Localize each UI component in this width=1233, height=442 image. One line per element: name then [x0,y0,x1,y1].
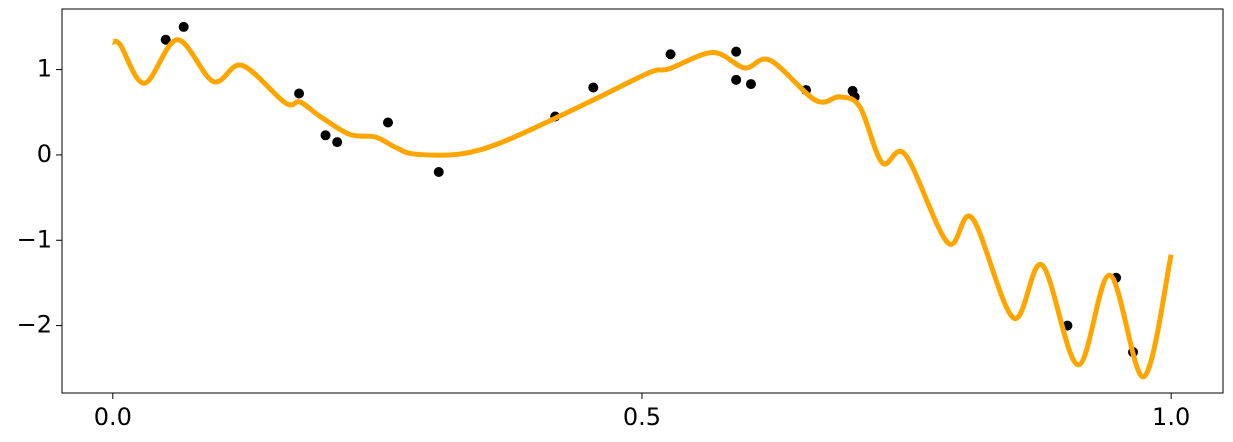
point [160,34,171,45]
x-tick-label: 0.5 [623,403,661,431]
point [382,117,393,128]
point [433,166,444,177]
x-tick-label: 1.0 [1152,403,1190,431]
point [178,21,189,32]
point [332,137,343,148]
point [320,130,331,141]
x-tick-label: 0.0 [94,403,132,431]
plot-frame [61,8,1224,394]
y-tick-label: 0 [37,140,52,168]
point [731,46,742,57]
point [588,82,599,93]
y-tick-label: −1 [17,225,52,253]
point [745,79,756,90]
point [731,74,742,85]
point [665,49,676,60]
y-tick-label: 1 [37,55,52,83]
point [294,88,305,99]
y-tick-label: −2 [17,311,52,339]
line [111,37,1174,380]
